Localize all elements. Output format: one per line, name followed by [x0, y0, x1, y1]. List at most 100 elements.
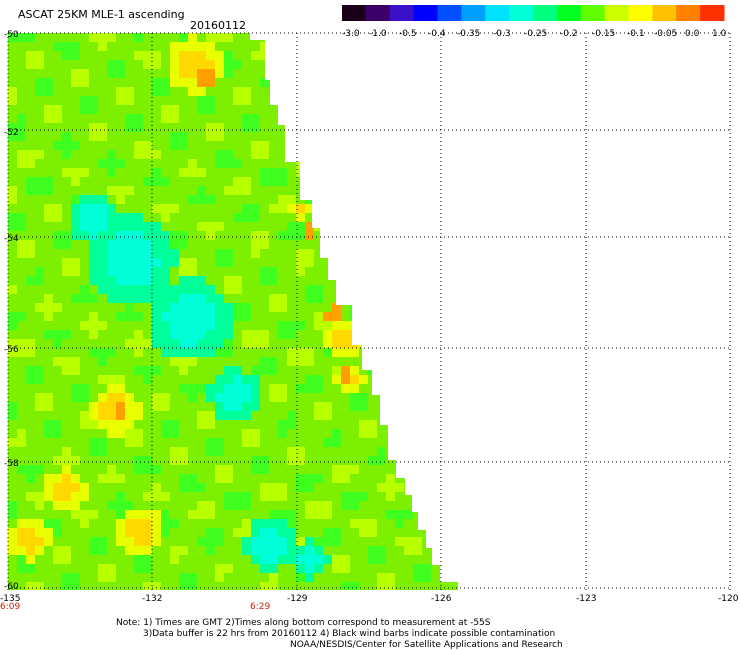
swath-cell — [341, 204, 351, 214]
lat-label: -58 — [4, 459, 19, 469]
swath-cell — [323, 411, 333, 421]
swath-cell — [413, 510, 423, 520]
swath-cell — [98, 78, 108, 88]
swath-cell — [314, 330, 324, 340]
swath-cell — [8, 420, 18, 430]
swath-cell — [332, 537, 342, 547]
swath-cell — [71, 546, 81, 556]
swath-cell — [305, 141, 315, 151]
swath-cell — [359, 456, 369, 466]
swath-cell — [368, 276, 378, 286]
swath-cell — [269, 105, 279, 115]
swath-cell — [404, 159, 414, 169]
swath-cell — [296, 276, 306, 286]
swath-cell — [26, 69, 36, 79]
swath-cell — [143, 303, 153, 313]
swath-cell — [323, 33, 333, 43]
swath-cell — [395, 285, 405, 295]
swath-cell — [395, 249, 405, 259]
swath-cell — [44, 555, 54, 565]
lat-label: -52 — [4, 128, 19, 138]
swath-cell — [197, 33, 207, 43]
swath-cell — [17, 447, 27, 457]
swath-cell — [8, 339, 18, 349]
swath-cell — [89, 69, 99, 79]
swath-cell — [305, 402, 315, 412]
swath-cell — [323, 348, 333, 358]
swath-cell — [377, 528, 387, 538]
swath-cell — [233, 276, 243, 286]
swath-cell — [197, 87, 207, 97]
swath-cell — [143, 546, 153, 556]
swath-cell — [422, 483, 432, 493]
swath-cell — [314, 501, 324, 511]
swath-cell — [260, 429, 270, 439]
swath-cell — [386, 78, 396, 88]
swath-cell — [206, 447, 216, 457]
swath-cell — [377, 186, 387, 196]
swath-cell — [116, 429, 126, 439]
swath-cell — [188, 366, 198, 376]
swath-cell — [224, 564, 234, 574]
swath-cell — [359, 339, 369, 349]
swath-cell — [188, 60, 198, 70]
swath-cell — [251, 87, 261, 97]
swath-cell — [404, 132, 414, 142]
swath-cell — [224, 510, 234, 520]
swath-cell — [89, 357, 99, 367]
swath-cell — [80, 267, 90, 277]
swath-cell — [251, 402, 261, 412]
swath-cell — [242, 249, 252, 259]
swath-cell — [143, 177, 153, 187]
swath-cell — [80, 402, 90, 412]
swath-cell — [377, 501, 387, 511]
swath-cell — [215, 123, 225, 133]
swath-cell — [251, 231, 261, 241]
swath-cell — [98, 339, 108, 349]
swath-cell — [350, 429, 360, 439]
swath-cell — [17, 258, 27, 268]
time-label: 6:09 — [0, 602, 20, 612]
swath-cell — [71, 204, 81, 214]
swath-cell — [98, 348, 108, 358]
swath-cell — [341, 402, 351, 412]
swath-cell — [422, 177, 432, 187]
swath-cell — [116, 393, 126, 403]
swath-cell — [341, 105, 351, 115]
swath-cell — [278, 222, 288, 232]
swath-cell — [107, 285, 117, 295]
swath-cell — [305, 123, 315, 133]
swath-cell — [152, 555, 162, 565]
swath-cell — [359, 492, 369, 502]
swath-cell — [188, 249, 198, 259]
swath-cell — [422, 141, 432, 151]
swath-cell — [440, 555, 450, 565]
swath-cell — [278, 114, 288, 124]
swath-cell — [323, 258, 333, 268]
swath-cell — [404, 114, 414, 124]
swath-cell — [413, 204, 423, 214]
swath-cell — [116, 177, 126, 187]
swath-cell — [260, 204, 270, 214]
swath-cell — [377, 474, 387, 484]
swath-cell — [17, 141, 27, 151]
swath-cell — [395, 51, 405, 61]
swath-cell — [161, 51, 171, 61]
swath-cell — [143, 87, 153, 97]
swath-cell — [35, 240, 45, 250]
swath-cell — [134, 150, 144, 160]
swath-cell — [89, 231, 99, 241]
swath-cell — [233, 456, 243, 466]
swath-cell — [71, 330, 81, 340]
swath-cell — [98, 357, 108, 367]
swath-cell — [197, 132, 207, 142]
swath-cell — [107, 339, 117, 349]
swath-cell — [170, 429, 180, 439]
swath-cell — [17, 492, 27, 502]
swath-cell — [170, 573, 180, 583]
swath-cell — [269, 420, 279, 430]
swath-cell — [197, 474, 207, 484]
swath-cell — [125, 285, 135, 295]
swath-cell — [341, 249, 351, 259]
swath-cell — [116, 330, 126, 340]
